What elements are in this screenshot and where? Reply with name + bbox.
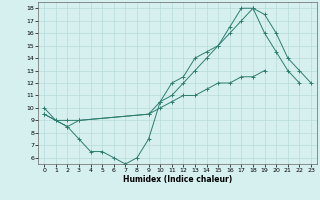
X-axis label: Humidex (Indice chaleur): Humidex (Indice chaleur) bbox=[123, 175, 232, 184]
